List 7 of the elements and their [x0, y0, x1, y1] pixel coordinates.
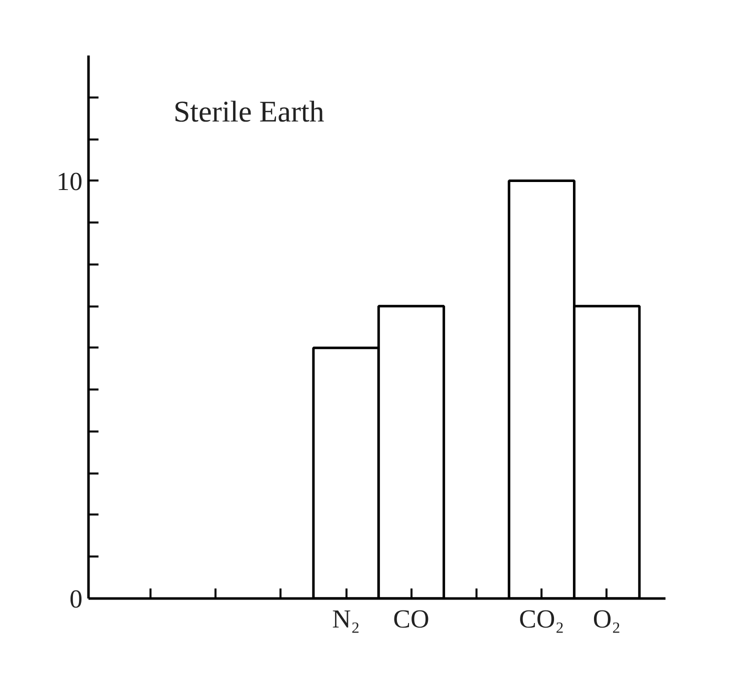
x-tick-label: N₂ [332, 604, 360, 634]
text: Sterile Earth [174, 96, 324, 128]
x-tick-label: O₂ [592, 604, 621, 634]
y-tick-label: 10 [56, 166, 82, 196]
x-tick-label: CO₂ [519, 604, 564, 634]
y-tick-label: 0 [70, 584, 82, 614]
x-tick-label: CO [393, 604, 430, 634]
